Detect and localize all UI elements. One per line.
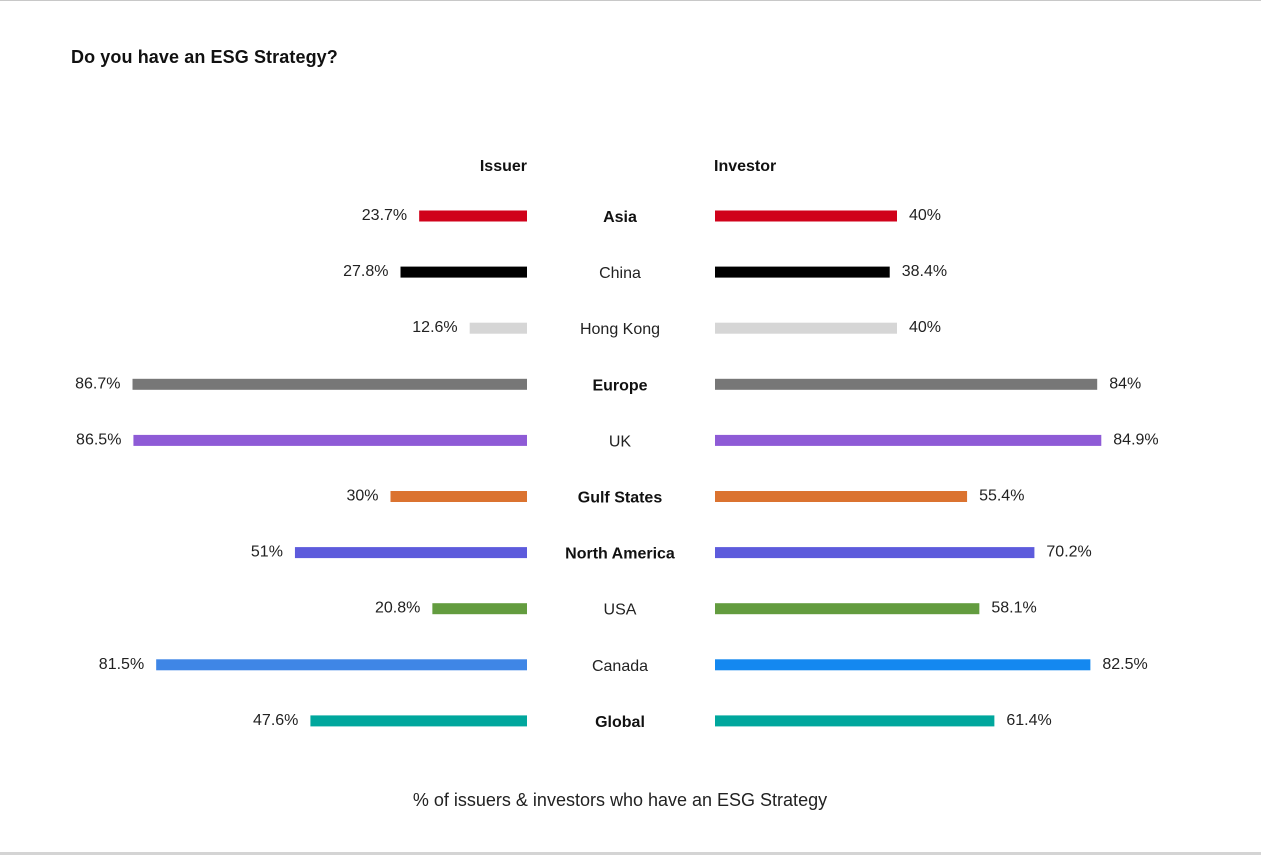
issuer-bar: [132, 378, 527, 390]
investor-value-label: 38.4%: [902, 263, 947, 280]
category-label: Canada: [592, 658, 648, 675]
issuer-bar: [294, 547, 527, 559]
investor-value-label: 55.4%: [979, 488, 1024, 505]
bottom-divider: [0, 852, 1261, 855]
investor-header: Investor: [714, 158, 776, 175]
category-label: Gulf States: [578, 490, 663, 507]
investor-bar: [715, 322, 897, 334]
issuer-bar: [390, 491, 527, 502]
investor-value-label: 82.5%: [1102, 656, 1147, 673]
issuer-bar: [432, 603, 527, 615]
investor-value-label: 84%: [1109, 375, 1141, 392]
investor-value-label: 61.4%: [1006, 712, 1051, 729]
issuer-bar: [133, 434, 528, 446]
issuer-value-label: 81.5%: [99, 656, 144, 673]
category-label: USA: [604, 602, 637, 619]
issuer-value-label: 20.8%: [375, 600, 420, 617]
chart-title: Do you have an ESG Strategy?: [71, 47, 338, 67]
issuer-bar: [310, 715, 527, 727]
chart-caption: % of issuers & investors who have an ESG…: [412, 790, 828, 810]
issuer-value-label: 23.7%: [362, 207, 407, 224]
investor-bar: [715, 378, 1098, 390]
investor-value-label: 40%: [909, 207, 941, 224]
issuer-value-label: 86.7%: [75, 375, 120, 392]
issuer-value-label: 12.6%: [412, 319, 457, 336]
investor-bar: [715, 491, 968, 502]
investor-bar: [715, 547, 1035, 559]
issuer-value-label: 86.5%: [76, 431, 121, 448]
issuer-bar: [400, 266, 527, 278]
investor-value-label: 84.9%: [1113, 431, 1158, 448]
investor-bar: [715, 659, 1091, 671]
category-label: Europe: [592, 377, 647, 394]
investor-bar: [715, 210, 897, 222]
category-label: North America: [565, 546, 675, 563]
category-label: UK: [609, 433, 632, 450]
category-label: Global: [595, 714, 645, 731]
investor-value-label: 40%: [909, 319, 941, 336]
investor-bar: [715, 715, 995, 727]
issuer-bar: [156, 659, 528, 671]
category-label: China: [599, 265, 641, 282]
investor-value-label: 70.2%: [1046, 544, 1091, 561]
category-label: Hong Kong: [580, 321, 660, 338]
investor-bar: [715, 434, 1102, 446]
issuer-bar: [419, 210, 527, 222]
issuer-bar: [469, 322, 527, 334]
issuer-value-label: 30%: [346, 488, 378, 505]
issuer-value-label: 27.8%: [343, 263, 388, 280]
investor-bar: [715, 603, 980, 615]
issuer-header: Issuer: [480, 158, 527, 175]
category-label: Asia: [603, 209, 637, 226]
issuer-value-label: 47.6%: [253, 712, 298, 729]
issuer-value-label: 51%: [251, 544, 283, 561]
investor-bar: [715, 266, 890, 278]
investor-value-label: 58.1%: [991, 600, 1036, 617]
